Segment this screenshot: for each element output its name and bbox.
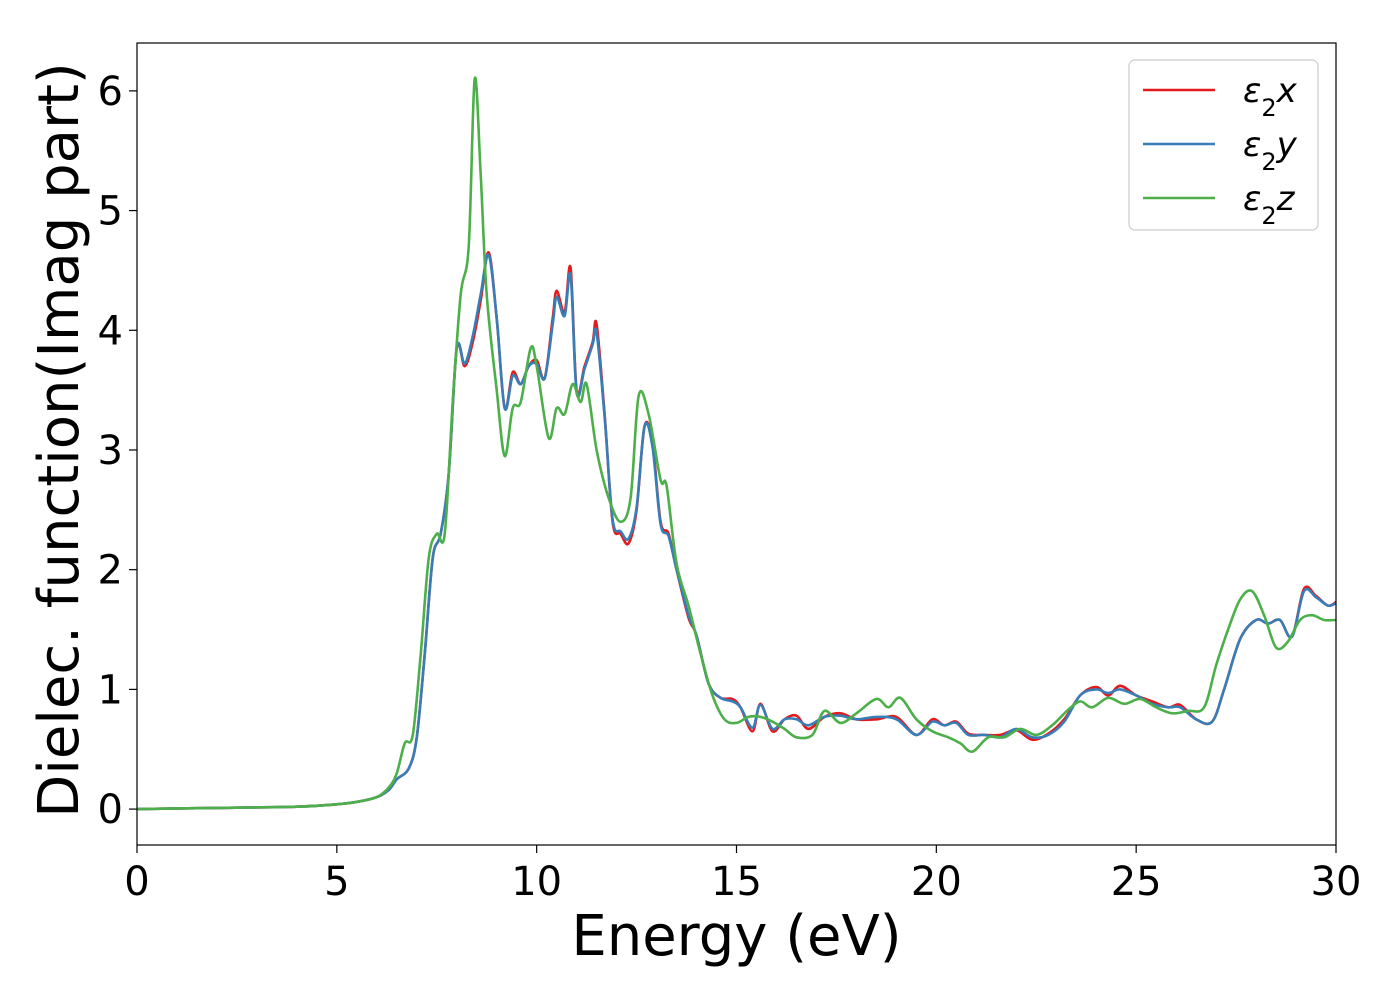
legend-box [1128,59,1319,231]
y-axis-title: Dielec. function(Imag part) [27,62,92,818]
y-axis-ticks: 0 1 2 3 4 5 6 [98,69,137,833]
x-tick-label: 25 [1111,859,1162,905]
y-tick-label: 5 [98,189,123,235]
series-line-z [137,76,1336,811]
legend-label-y: ε2y [1243,125,1298,176]
x-axis-ticks: 0 5 10 15 20 25 30 [124,845,1361,905]
x-tick-label: 15 [711,859,762,905]
x-axis-title: Energy (eV) [571,904,901,969]
series-line-y [137,253,1336,811]
series-line-x [137,251,1336,811]
x-tick-label: 5 [324,859,349,905]
plot-area [137,76,1336,811]
y-tick-label: 1 [98,667,123,713]
y-tick-label: 3 [98,428,123,474]
x-tick-label: 10 [511,859,562,905]
legend-label-z: ε2z [1243,179,1296,230]
plot-frame [136,42,1337,846]
y-tick-label: 2 [98,548,123,594]
y-tick-label: 4 [98,308,123,354]
x-tick-label: 30 [1311,859,1362,905]
legend-label-x: ε2x [1243,71,1298,122]
x-tick-label: 20 [911,859,962,905]
x-tick-label: 0 [124,859,149,905]
y-tick-label: 6 [98,69,123,115]
y-tick-label: 0 [98,787,123,833]
